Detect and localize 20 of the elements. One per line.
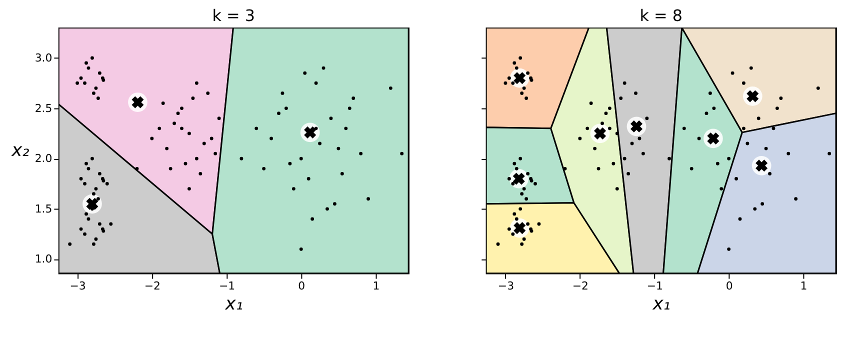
x-tick-label: −1: [646, 280, 663, 293]
x-tick-label: −2: [144, 280, 160, 293]
chart-title: k = 8: [640, 6, 682, 25]
x-axis-title: x₁: [224, 294, 243, 315]
y-tick-label: 1.0: [34, 252, 52, 266]
x-tick-label: −1: [218, 280, 236, 293]
x-tick-label: 0: [298, 280, 306, 293]
y-tick-label: 1.5: [34, 202, 52, 216]
x-axis-title: x₁: [652, 294, 670, 315]
x-tick-label: −3: [498, 280, 514, 293]
x-tick-label: 0: [726, 280, 733, 293]
x-tick-label: −3: [70, 280, 86, 293]
y-tick-label: 2.0: [34, 152, 52, 166]
y-tick-label: 3.0: [34, 51, 52, 64]
x-tick-label: 1: [800, 280, 808, 293]
y-tick-label: 2.5: [34, 102, 52, 115]
chart-title: k = 3: [212, 6, 255, 25]
y-axis-title: x₂: [10, 140, 30, 162]
x-tick-label: −2: [572, 280, 588, 293]
x-tick-label: 1: [372, 280, 380, 293]
